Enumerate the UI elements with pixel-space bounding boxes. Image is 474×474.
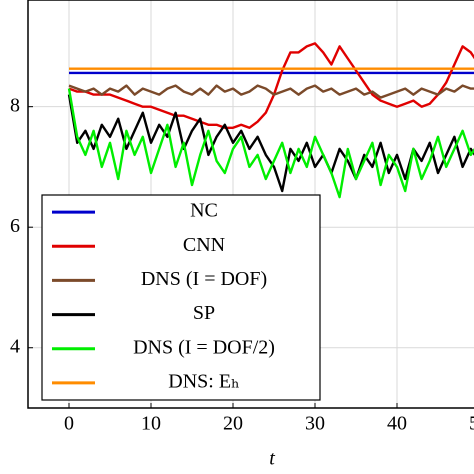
series-line [68, 42, 474, 130]
x-axis-label: t [269, 448, 275, 470]
series-line [68, 84, 474, 99]
legend-label: DNS (I = DOF) [141, 268, 267, 290]
y-tick-label: 8 [10, 94, 20, 116]
x-tick-label: 30 [305, 413, 325, 435]
y-tick-label: 4 [10, 335, 20, 357]
legend-label: SP [193, 302, 215, 324]
x-tick-label: 10 [141, 413, 161, 435]
x-tick-label: 20 [223, 413, 243, 435]
x-tick-label: 0 [64, 413, 74, 435]
x-tick-label: 40 [387, 413, 407, 435]
legend-box [41, 194, 321, 401]
series-line [67, 88, 474, 199]
legend-label: NC [190, 200, 218, 222]
x-tick-label: 50 [469, 413, 474, 435]
legend-label: DNS (I = DOF/2) [133, 336, 275, 358]
legend-label: DNS: Eₕ [168, 371, 239, 393]
y-tick-label: 6 [10, 215, 20, 237]
legend-label: CNN [183, 234, 225, 256]
plot-frame [27, 0, 474, 409]
